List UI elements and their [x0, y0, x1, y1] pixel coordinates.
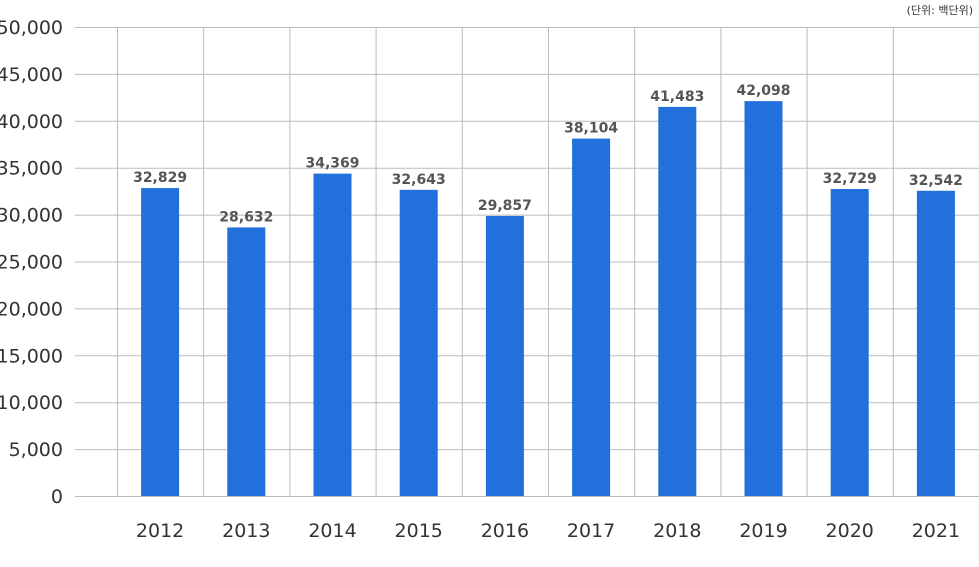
x-axis-ticks: 2012 2013 2014 2015 2016 2017 2018 2019 2020 2021: [136, 520, 960, 542]
y-tick-label: 15,000: [0, 345, 63, 367]
y-tick-label: 20,000: [0, 298, 63, 320]
x-tick-label: 2019: [739, 520, 787, 542]
data-label: 42,098: [736, 83, 790, 99]
y-tick-label: 45,000: [0, 64, 63, 86]
y-tick-label: 5,000: [9, 439, 63, 461]
x-tick-label: 2018: [653, 520, 701, 542]
x-tick-label: 2017: [567, 520, 615, 542]
bar: [313, 173, 352, 496]
data-label: 32,542: [909, 173, 963, 189]
bar: [830, 189, 869, 496]
data-label: 32,829: [133, 170, 187, 186]
y-tick-label: 50,000: [0, 17, 63, 39]
data-label: 32,643: [392, 172, 446, 188]
y-tick-label: 40,000: [0, 111, 63, 133]
data-label: 41,483: [650, 89, 704, 105]
y-tick-label: 30,000: [0, 205, 63, 227]
x-tick-label: 2015: [395, 520, 443, 542]
bar: [744, 101, 783, 496]
unit-label: (단위: 백단위): [906, 4, 973, 17]
data-label: 29,857: [478, 198, 532, 214]
bar: [572, 138, 611, 496]
x-tick-label: 2021: [912, 520, 960, 542]
x-tick-label: 2014: [308, 520, 356, 542]
y-axis-ticks: 0 5,000 10,000 15,000 20,000 25,000 30,000 35,0…: [0, 17, 63, 508]
bar: [658, 106, 697, 496]
x-tick-label: 2012: [136, 520, 184, 542]
x-tick-label: 2013: [222, 520, 270, 542]
bars: [141, 101, 955, 497]
y-tick-label: 0: [51, 486, 63, 508]
bar: [141, 188, 180, 497]
data-label: 28,632: [219, 209, 273, 225]
grid-lines: [75, 27, 979, 497]
y-tick-label: 35,000: [0, 158, 63, 180]
y-tick-label: 25,000: [0, 252, 63, 274]
bar: [485, 215, 524, 496]
y-tick-label: 10,000: [0, 392, 63, 414]
value-labels: 32,829 28,632 34,369 32,643 29,857 38,104 41,4…: [133, 83, 963, 225]
x-tick-label: 2020: [826, 520, 874, 542]
data-label: 32,729: [823, 171, 877, 187]
data-label: 38,104: [564, 121, 618, 137]
bar: [399, 189, 438, 496]
bar: [916, 190, 955, 496]
x-tick-label: 2016: [481, 520, 529, 542]
bar: [227, 227, 266, 497]
data-label: 34,369: [305, 156, 359, 172]
